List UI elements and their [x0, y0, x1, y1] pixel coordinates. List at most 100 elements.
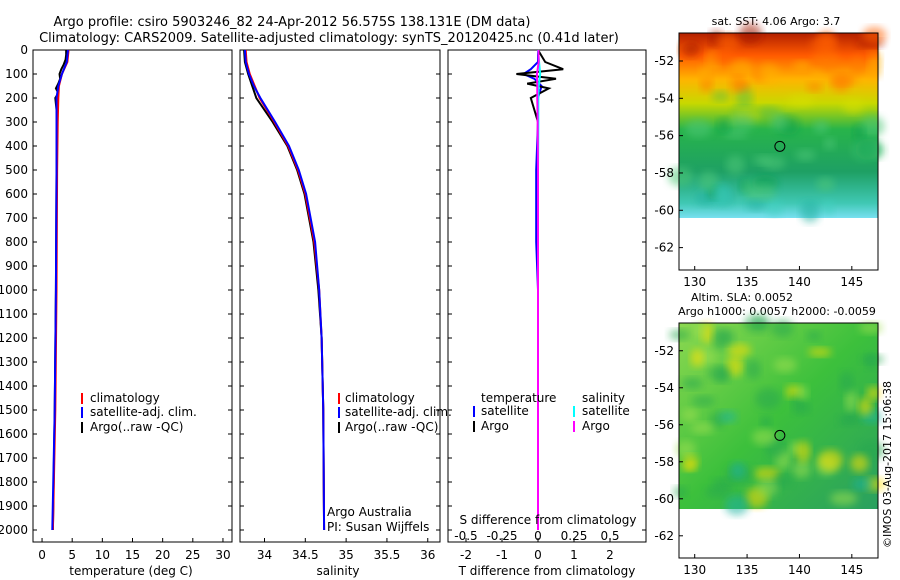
sst-map-frame: [678, 32, 879, 271]
field-texture-blob: [830, 491, 858, 506]
x-tick-label: 34: [257, 548, 272, 562]
field-texture-blob: [770, 113, 788, 131]
temperature-panel: 0100200300400500600700800900100011001200…: [0, 43, 233, 578]
lat-tick-label: -62: [654, 241, 674, 255]
x-tick-label: 15: [125, 548, 140, 562]
depth-tick-label: 700: [5, 211, 28, 225]
temperature-x-axis: 0 5 10 15 20 25 30: [38, 538, 231, 562]
field-texture-blob: [866, 49, 878, 59]
lon-tick-label: 135: [736, 275, 759, 289]
depth-tick-label: 1900: [0, 499, 28, 513]
lat-tick-label: -58: [654, 166, 674, 180]
depth-tick-label: 100: [5, 67, 28, 81]
field-texture-blob: [813, 120, 829, 134]
field-texture-blob: [796, 385, 809, 400]
sla-field-texture: [668, 314, 886, 516]
field-texture-blob: [793, 60, 812, 71]
imos-credit: ©IMOS 03-Aug-2017 15:06:38: [881, 381, 894, 548]
field-texture-blob: [718, 410, 738, 423]
sla-map-panel: Altim. SLA: 0.0052 Argo h1000: 0.0057 h2…: [654, 291, 886, 577]
field-texture-blob: [852, 124, 865, 142]
x-tick-label: 35.5: [374, 548, 401, 562]
x-tick-label: -2: [460, 548, 472, 562]
field-texture-blob: [718, 329, 735, 345]
x-tick-label: 0: [534, 548, 542, 562]
depth-tick-label: 1100: [0, 307, 28, 321]
s-tick-label: 0.25: [561, 529, 588, 543]
lat-tick-label: -54: [654, 91, 674, 105]
field-texture-blob: [675, 440, 696, 458]
field-texture-blob: [855, 138, 880, 160]
lon-tick-label: 130: [683, 275, 706, 289]
depth-tick-label: 200: [5, 91, 28, 105]
field-texture-blob: [773, 357, 797, 373]
sst-map-axes: 130 135 140 145 -52 -54 -56 -58 -60 -62: [654, 54, 863, 289]
field-texture-blob: [858, 397, 873, 416]
field-texture-blob: [858, 321, 883, 334]
lat-tick-label: -60: [654, 492, 674, 506]
field-texture-blob: [860, 115, 885, 137]
lat-tick-label: -52: [654, 54, 674, 68]
field-texture-blob: [760, 415, 772, 429]
lon-tick-label: 145: [840, 275, 863, 289]
field-texture-blob: [681, 408, 699, 422]
field-texture-blob: [852, 478, 874, 491]
field-texture-blob: [735, 87, 754, 109]
legend-satellite-label: satellite-adj. clim.: [345, 405, 452, 419]
field-texture-blob: [751, 429, 777, 446]
lon-tick-label: 140: [788, 563, 811, 577]
field-texture-blob: [842, 98, 864, 114]
field-texture-blob: [690, 422, 715, 434]
field-texture-blob: [798, 400, 811, 415]
depth-tick-label: 500: [5, 163, 28, 177]
depth-tick-label: 2000: [0, 523, 28, 537]
x-tick-label: -1: [496, 548, 508, 562]
depth-tick-label: 900: [5, 259, 28, 273]
series-line: [516, 49, 564, 530]
salinity-legend: climatology satellite-adj. clim. Argo(..…: [338, 391, 452, 434]
salinity-panel: 34 34.5 35 35.5 36 salinity climatology sate…: [239, 49, 452, 578]
x-tick-label: 36: [420, 548, 435, 562]
field-texture-blob: [817, 449, 844, 471]
sla-map-title-line1: Altim. SLA: 0.0052: [691, 291, 793, 304]
field-texture-blob: [771, 319, 794, 338]
field-texture-blob: [715, 33, 740, 52]
field-texture-blob: [684, 119, 712, 138]
field-texture-blob: [831, 74, 851, 92]
legend-argo-label: Argo(..raw -QC): [90, 420, 183, 434]
difference-axes-frame: [447, 49, 647, 543]
x-tick-label: 35: [338, 548, 353, 562]
sla-map-title-line2: Argo h1000: 0.0057 h2000: -0.0059: [678, 305, 876, 318]
field-texture-blob: [728, 343, 751, 357]
field-texture-blob: [745, 358, 761, 380]
sst-field: [668, 23, 887, 223]
field-texture-blob: [753, 467, 780, 481]
sst-map-panel: sat. SST: 4.06 Argo: 3.7 130 135 140 145 -52…: [654, 15, 887, 289]
depth-tick-label: 400: [5, 139, 28, 153]
series-line: [244, 49, 326, 531]
sst-map-title: sat. SST: 4.06 Argo: 3.7: [712, 15, 841, 28]
field-texture-blob: [729, 113, 755, 131]
field-texture-blob: [839, 371, 854, 393]
field-texture-blob: [681, 41, 700, 58]
salinity-x-axis: 34 34.5 35 35.5 36: [257, 538, 435, 562]
field-texture-blob: [730, 60, 753, 78]
field-texture-blob: [708, 49, 736, 63]
field-texture-blob: [806, 330, 822, 341]
t-difference-x-axis: -2 -1 0 1 2: [460, 538, 614, 562]
field-texture-blob: [746, 199, 767, 211]
field-texture-blob: [707, 365, 731, 382]
field-texture-blob: [795, 440, 811, 463]
x-tick-label: 1: [570, 548, 578, 562]
x-tick-label: 34.5: [292, 548, 319, 562]
depth-tick-label: 1300: [0, 355, 28, 369]
legend-argo-label: Argo(..raw -QC): [345, 420, 438, 434]
x-tick-label: 5: [68, 548, 76, 562]
field-texture-blob: [773, 475, 794, 488]
lat-tick-label: -60: [654, 203, 674, 217]
legend-t-satellite-label: satellite: [481, 404, 529, 418]
legend-s-argo-label: Argo: [582, 419, 610, 433]
salinity-xlabel: salinity: [316, 564, 359, 578]
series-line: [243, 49, 326, 531]
